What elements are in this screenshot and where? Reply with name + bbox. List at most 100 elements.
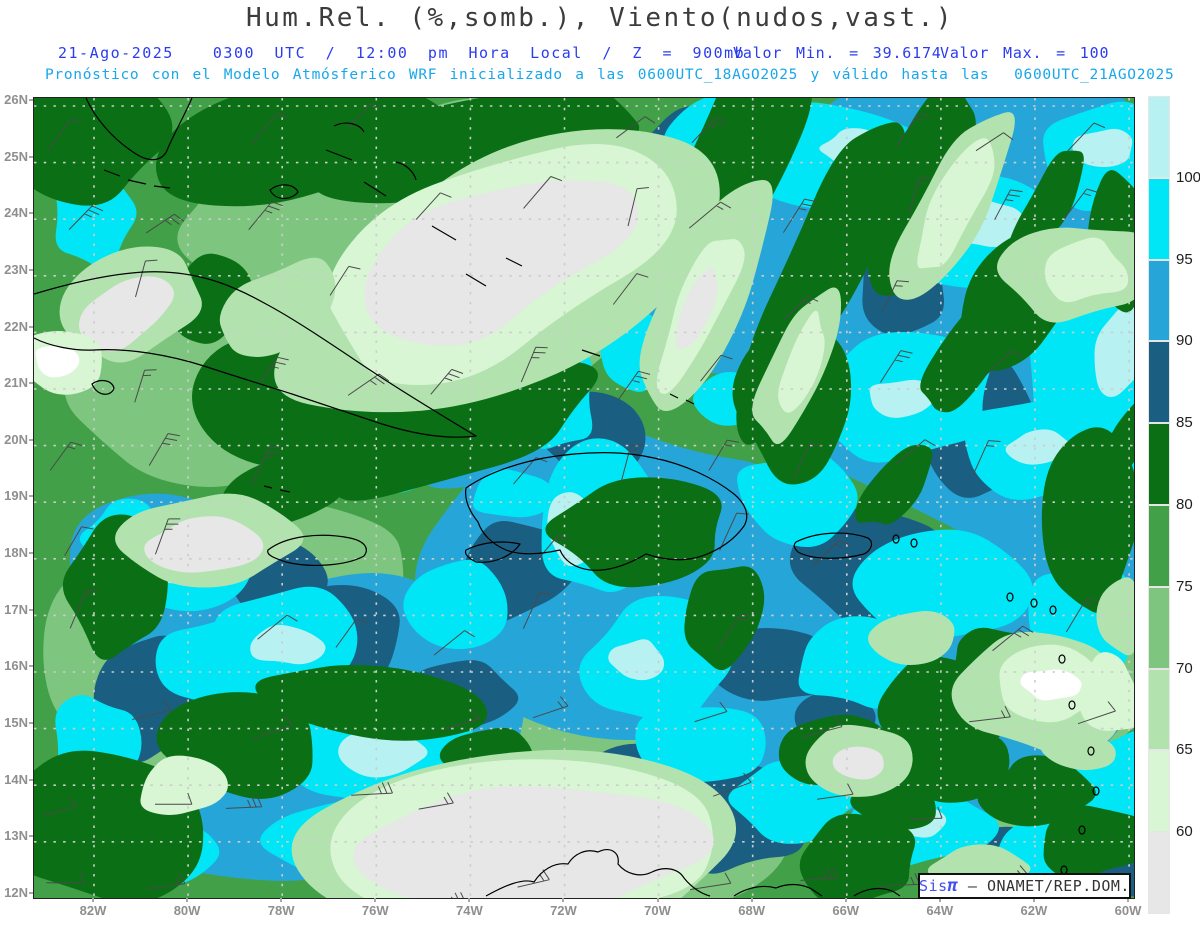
value-max-text: Valor Max. = 100: [940, 44, 1110, 62]
contour-blob-cgray: [675, 268, 718, 350]
lon-tick: [92, 898, 94, 902]
lat-tick: [29, 835, 33, 838]
colorbar-segment: [1148, 177, 1170, 260]
lon-tick: [1126, 898, 1129, 902]
lon-tick-label: 68W: [738, 903, 765, 918]
lat-tick-label: 16N: [4, 658, 28, 674]
lon-tick: [750, 898, 753, 902]
contour-blob-c60: [917, 138, 995, 269]
lat-tick: [29, 382, 33, 385]
contour-blob-c95: [155, 617, 278, 705]
colorbar-segment: [1148, 341, 1170, 424]
colorbar-tick-label: 70: [1176, 659, 1193, 677]
contour-blob-c95: [403, 559, 508, 650]
lat-tick: [29, 495, 33, 498]
lat-tick: [29, 608, 33, 611]
contour-blob-c95: [852, 529, 1033, 641]
contour-blob-c100: [250, 624, 326, 665]
lat-tick-label: 25N: [4, 148, 28, 164]
lat-tick-label: 20N: [4, 431, 28, 447]
contour-blob-c80: [312, 98, 639, 204]
lat-tick: [29, 552, 33, 555]
contour-blob-c80: [1005, 150, 1084, 264]
contour-blob-c65: [1096, 577, 1134, 656]
lon-tick-label: 62W: [1020, 903, 1048, 918]
contour-blob-c80: [867, 98, 976, 296]
contour-blob-cwhite: [35, 346, 80, 378]
lon-tick: [1032, 898, 1035, 902]
contour-blob-c100: [1094, 295, 1134, 398]
contour-blob-c80: [1043, 805, 1134, 880]
contour-blob-c80: [1097, 403, 1134, 492]
lon-tick-label: 78W: [267, 903, 295, 918]
lat-tick: [29, 438, 33, 441]
contour-blob-c80: [920, 287, 1027, 413]
lon-tick-label: 76W: [361, 903, 389, 918]
lat-tick-label: 26N: [4, 92, 28, 107]
contour-blob-c80: [34, 98, 173, 206]
graticule-dotted-grid: [34, 98, 1134, 898]
coastlines: [34, 98, 1100, 897]
colorbar-segment: [1148, 668, 1170, 751]
lat-tick: [29, 268, 33, 271]
lat-tick: [29, 778, 33, 781]
lat-tick-label: 13N: [4, 828, 28, 844]
contour-blob-c80: [900, 728, 1010, 803]
contour-blob-c95: [737, 451, 858, 548]
colorbar-tick-label: 75: [1176, 577, 1193, 595]
contour-blob-c80: [855, 444, 933, 525]
colorbar-segment: [1148, 96, 1170, 178]
lat-tick: [29, 212, 33, 215]
lat-tick-label: 15N: [4, 715, 28, 731]
lon-tick-label: 64W: [926, 903, 954, 918]
colorbar-segment: [1148, 586, 1170, 669]
lon-tick: [938, 898, 941, 902]
contour-blob-c80: [155, 98, 445, 207]
contour-blob-c80: [799, 813, 916, 898]
contour-blob-c60: [140, 755, 228, 815]
contour-blob-cgray: [144, 516, 264, 573]
lat-tick-label: 23N: [4, 261, 28, 277]
contour-blob-c60: [778, 310, 825, 413]
watermark: Sis π – ONAMET/REP.DOM.: [918, 873, 1131, 899]
lat-tick-label: 17N: [4, 601, 28, 617]
colorbar-segment: [1148, 832, 1170, 914]
lon-tick: [562, 898, 565, 902]
contour-blob-c95: [635, 707, 766, 783]
lon-tick-label: 66W: [832, 903, 860, 918]
wind-barbs: [42, 103, 1123, 898]
contour-blob-c60: [1044, 237, 1129, 303]
lat-tick-label: 24N: [4, 205, 28, 221]
colorbar-tick-label: 65: [1176, 741, 1193, 759]
contour-blob-c80: [255, 665, 488, 741]
contour-blob-c80: [684, 566, 765, 671]
watermark-sis: Sis: [919, 877, 948, 895]
lon-tick-label: 80W: [173, 903, 201, 918]
colorbar-tick-label: 95: [1176, 250, 1193, 268]
lon-tick-label: 72W: [550, 903, 577, 918]
contour-blob-c100: [1072, 128, 1133, 168]
lat-tick: [29, 99, 33, 101]
lat-tick-label: 18N: [4, 545, 28, 561]
lon-tick: [844, 898, 847, 902]
lon-tick: [468, 898, 471, 902]
lat-tick: [29, 891, 33, 894]
model-info-text: Pronóstico con el Modelo Atmósferico WRF…: [45, 67, 1175, 83]
lon-tick-label: 82W: [79, 903, 107, 918]
contour-blob-c95: [472, 469, 556, 518]
colorbar-tick-label: 100: [1176, 168, 1200, 186]
contour-blob-cwhite: [1020, 669, 1082, 701]
watermark-rest: – ONAMET/REP.DOM.: [958, 877, 1130, 895]
contour-blob-cgray: [364, 180, 639, 346]
watermark-pi-icon: π: [947, 875, 959, 896]
colorbar-tick-label: 60: [1176, 823, 1193, 841]
colorbar-segment: [1148, 259, 1170, 342]
colorbar-segment: [1148, 505, 1170, 587]
lon-tick: [656, 898, 659, 902]
lon-tick-label: 70W: [644, 903, 671, 918]
contour-blob-c65: [868, 610, 955, 665]
chart-title: Hum.Rel. (%,somb.), Viento(nudos,vast.): [246, 3, 954, 33]
colorbar-tick-label: 90: [1176, 332, 1193, 350]
map-canvas: [33, 97, 1135, 899]
lat-tick-label: 22N: [4, 318, 28, 334]
